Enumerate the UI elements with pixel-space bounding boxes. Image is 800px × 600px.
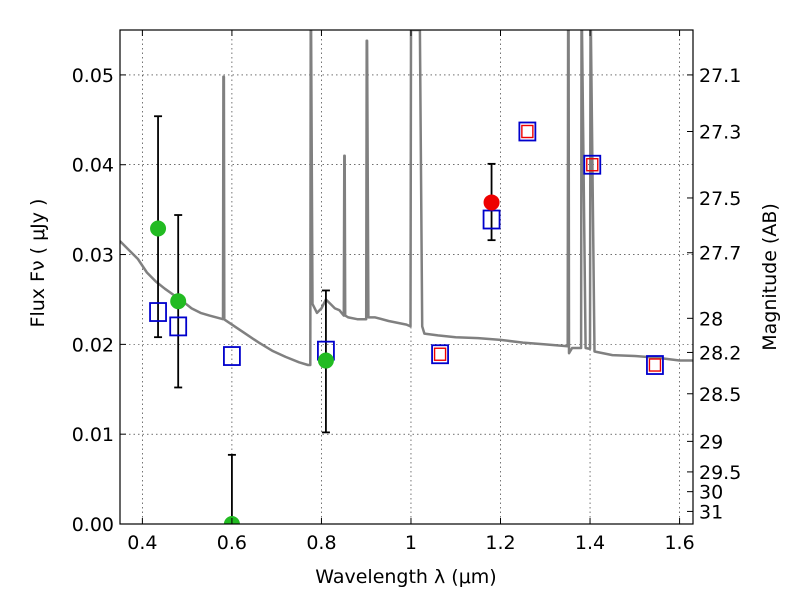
observed-point bbox=[150, 220, 167, 237]
model-square-point bbox=[169, 316, 188, 337]
plot-layer bbox=[120, 30, 693, 524]
y2-axis-label: Magnitude (AB) bbox=[759, 203, 781, 351]
model-square-point bbox=[646, 355, 664, 375]
y2-tick-label: 29.5 bbox=[699, 462, 741, 484]
observed-square-point bbox=[648, 358, 662, 372]
x-tick-label: 0.4 bbox=[127, 532, 157, 554]
x-tick-label: 1.4 bbox=[575, 532, 605, 554]
x-tick-label: 1 bbox=[405, 532, 417, 554]
x-tick-label: 0.8 bbox=[306, 532, 336, 554]
y2-tick-label: 28.2 bbox=[699, 342, 741, 364]
y-tick-label: 0.05 bbox=[72, 65, 114, 87]
y2-tick-label: 27.1 bbox=[699, 65, 741, 87]
observed-square-point bbox=[586, 158, 599, 172]
tick-layer: 0.4 0.6 0.8 1 1.2 1.4 1.6 0.00 0.01 0.02 0.03 0.04 0… bbox=[72, 30, 741, 554]
y2-tick-label: 29 bbox=[699, 431, 723, 453]
y-tick-label: 0.03 bbox=[72, 245, 114, 267]
observed-square-point bbox=[521, 124, 534, 139]
y2-tick-label: 31 bbox=[699, 501, 723, 523]
y-tick-label: 0.00 bbox=[72, 514, 114, 536]
y-tick-label: 0.04 bbox=[72, 155, 114, 177]
y-axis-label: Flux Fν ( μJy ) bbox=[27, 199, 49, 328]
model-square-point bbox=[482, 209, 501, 230]
y-tick-label: 0.01 bbox=[72, 424, 114, 446]
y2-tick-label: 28 bbox=[699, 308, 723, 330]
plot-frame bbox=[119, 29, 694, 525]
x-tick-label: 0.6 bbox=[217, 532, 247, 554]
spectrum-line bbox=[120, 30, 693, 367]
model-square-point bbox=[518, 121, 537, 142]
y2-tick-label: 28.5 bbox=[699, 384, 741, 406]
y2-tick-label: 30 bbox=[699, 482, 723, 504]
model-square-point bbox=[223, 346, 241, 366]
observed-square-point bbox=[433, 347, 447, 361]
x-axis-label: Wavelength λ (μm) bbox=[315, 566, 496, 588]
observed-point bbox=[483, 194, 500, 211]
model-square-point bbox=[149, 302, 167, 322]
observed-point bbox=[170, 293, 187, 310]
observed-point bbox=[317, 352, 334, 369]
y2-tick-label: 27.5 bbox=[699, 188, 741, 210]
y2-tick-label: 27.3 bbox=[699, 121, 741, 143]
x-tick-label: 1.2 bbox=[485, 532, 515, 554]
model-square-point bbox=[431, 344, 449, 365]
model-square-point bbox=[583, 154, 602, 175]
x-tick-label: 1.6 bbox=[664, 532, 694, 554]
y-tick-label: 0.02 bbox=[72, 334, 114, 356]
y2-tick-label: 27.7 bbox=[699, 243, 741, 265]
